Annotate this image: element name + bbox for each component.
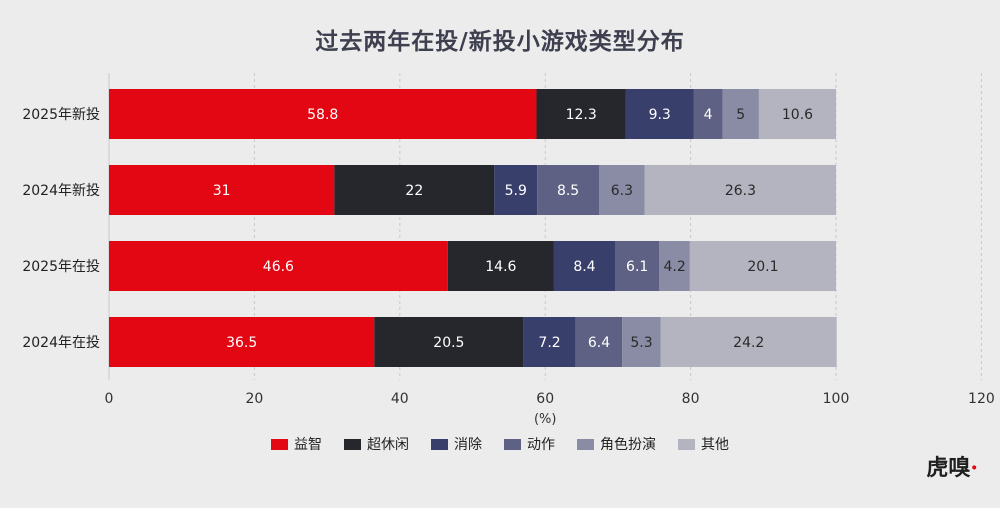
bar-segment bbox=[693, 89, 723, 139]
legend-swatch bbox=[431, 438, 448, 450]
data-label: 8.5 bbox=[557, 183, 579, 199]
category-label: 2025年新投 bbox=[22, 107, 100, 123]
bar-segment bbox=[537, 165, 599, 215]
bar-segment bbox=[494, 165, 538, 215]
data-label: 6.4 bbox=[588, 335, 610, 351]
legend-item: 超休闲 bbox=[344, 434, 409, 454]
data-label: 36.5 bbox=[226, 335, 257, 351]
bar-segment bbox=[553, 241, 615, 291]
bar-segment bbox=[660, 317, 837, 367]
bar-segment bbox=[334, 165, 495, 215]
legend: 益智 超休闲 消除 动作 角色扮演 其他 bbox=[0, 434, 1000, 454]
legend-label: 动作 bbox=[527, 437, 555, 453]
bar-segment bbox=[447, 241, 554, 291]
bar-segment bbox=[758, 89, 836, 139]
data-label: 20.5 bbox=[433, 335, 464, 351]
legend-item: 其他 bbox=[678, 434, 729, 454]
bar-segment bbox=[109, 165, 335, 215]
x-tick-label: 80 bbox=[682, 391, 700, 407]
x-axis-label: (%) bbox=[534, 412, 557, 427]
data-label: 22 bbox=[405, 183, 423, 199]
data-label: 9.3 bbox=[649, 107, 671, 123]
data-label: 4.2 bbox=[663, 259, 685, 275]
bar-segment bbox=[644, 165, 836, 215]
x-tick-label: 100 bbox=[823, 391, 850, 407]
data-label: 5.3 bbox=[630, 335, 652, 351]
bar-segment bbox=[722, 89, 759, 139]
legend-label: 其他 bbox=[701, 437, 729, 453]
data-label: 58.8 bbox=[307, 107, 338, 123]
data-label: 31 bbox=[213, 183, 231, 199]
x-tick-label: 120 bbox=[968, 391, 995, 407]
bar-segment bbox=[536, 89, 626, 139]
data-label: 10.6 bbox=[782, 107, 813, 123]
bar-segment bbox=[614, 241, 660, 291]
bar-segment bbox=[109, 89, 537, 139]
bar-segment bbox=[575, 317, 623, 367]
legend-swatch bbox=[504, 438, 521, 450]
legend-label: 角色扮演 bbox=[600, 437, 656, 453]
legend-item: 动作 bbox=[504, 434, 555, 454]
x-tick-label: 20 bbox=[245, 391, 263, 407]
data-label: 5 bbox=[736, 107, 745, 123]
legend-item: 益智 bbox=[271, 434, 322, 454]
data-label: 5.9 bbox=[505, 183, 527, 199]
bar-segment bbox=[109, 241, 448, 291]
data-label: 4 bbox=[704, 107, 713, 123]
data-label: 7.2 bbox=[538, 335, 560, 351]
legend-item: 消除 bbox=[431, 434, 482, 454]
x-tick-label: 0 bbox=[105, 391, 114, 407]
legend-swatch bbox=[344, 438, 361, 450]
data-label: 8.4 bbox=[573, 259, 595, 275]
legend-swatch bbox=[271, 438, 288, 450]
bar-segment bbox=[109, 317, 375, 367]
category-label: 2024年在投 bbox=[22, 335, 100, 351]
data-label: 6.1 bbox=[626, 259, 648, 275]
bar-segment bbox=[374, 317, 524, 367]
data-label: 6.3 bbox=[611, 183, 633, 199]
brand-logo: 虎嗅· bbox=[926, 455, 978, 481]
bar-segment bbox=[659, 241, 690, 291]
data-label: 24.2 bbox=[733, 335, 764, 351]
legend-label: 消除 bbox=[454, 437, 482, 453]
data-label: 26.3 bbox=[725, 183, 756, 199]
legend-label: 超休闲 bbox=[367, 437, 409, 453]
bar-segment bbox=[625, 89, 694, 139]
legend-item: 角色扮演 bbox=[577, 434, 656, 454]
data-label: 14.6 bbox=[485, 259, 516, 275]
legend-swatch bbox=[577, 438, 594, 450]
legend-swatch bbox=[678, 438, 695, 450]
category-label: 2024年新投 bbox=[22, 183, 100, 199]
data-label: 12.3 bbox=[566, 107, 597, 123]
bar-segment bbox=[523, 317, 576, 367]
x-tick-label: 60 bbox=[536, 391, 554, 407]
category-label: 2025年在投 bbox=[22, 259, 100, 275]
data-label: 46.6 bbox=[263, 259, 294, 275]
bar-segment bbox=[598, 165, 645, 215]
bar-segment bbox=[689, 241, 836, 291]
x-tick-label: 40 bbox=[391, 391, 409, 407]
bar-segment bbox=[622, 317, 661, 367]
data-label: 20.1 bbox=[747, 259, 778, 275]
chart-title: 过去两年在投/新投小游戏类型分布 bbox=[315, 29, 685, 55]
legend-label: 益智 bbox=[294, 437, 322, 453]
